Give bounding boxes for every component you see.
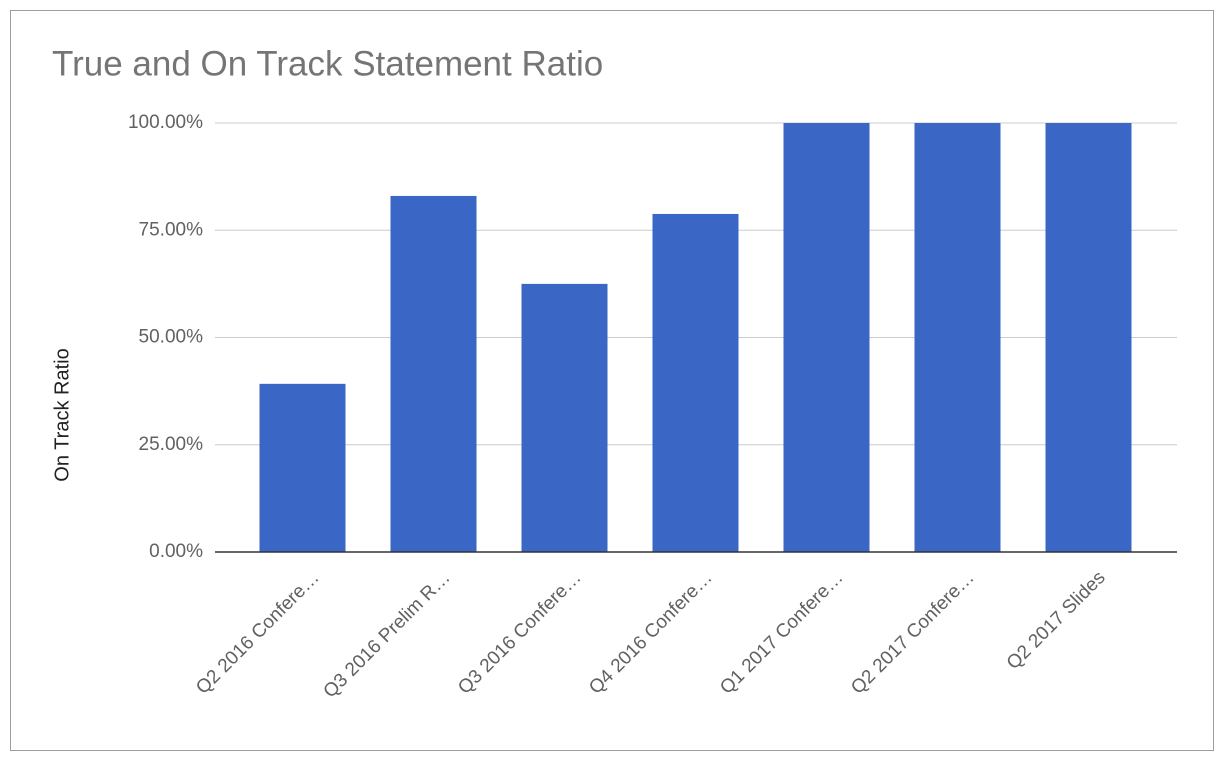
bar	[521, 283, 608, 552]
bar	[914, 123, 1001, 552]
y-tick-label: 25.00%	[139, 434, 204, 455]
bar	[783, 123, 870, 552]
y-tick-label: 50.00%	[139, 327, 204, 348]
chart-title: True and On Track Statement Ratio	[52, 44, 603, 83]
y-axis-label: On Track Ratio	[51, 348, 73, 481]
bar	[390, 195, 477, 552]
bar	[259, 383, 346, 552]
bar	[1045, 123, 1132, 552]
chart-border	[10, 10, 1214, 751]
y-tick-label: 100.00%	[128, 112, 203, 133]
y-tick-label: 0.00%	[149, 541, 203, 562]
bar	[652, 213, 739, 552]
y-tick-label: 75.00%	[139, 219, 204, 240]
